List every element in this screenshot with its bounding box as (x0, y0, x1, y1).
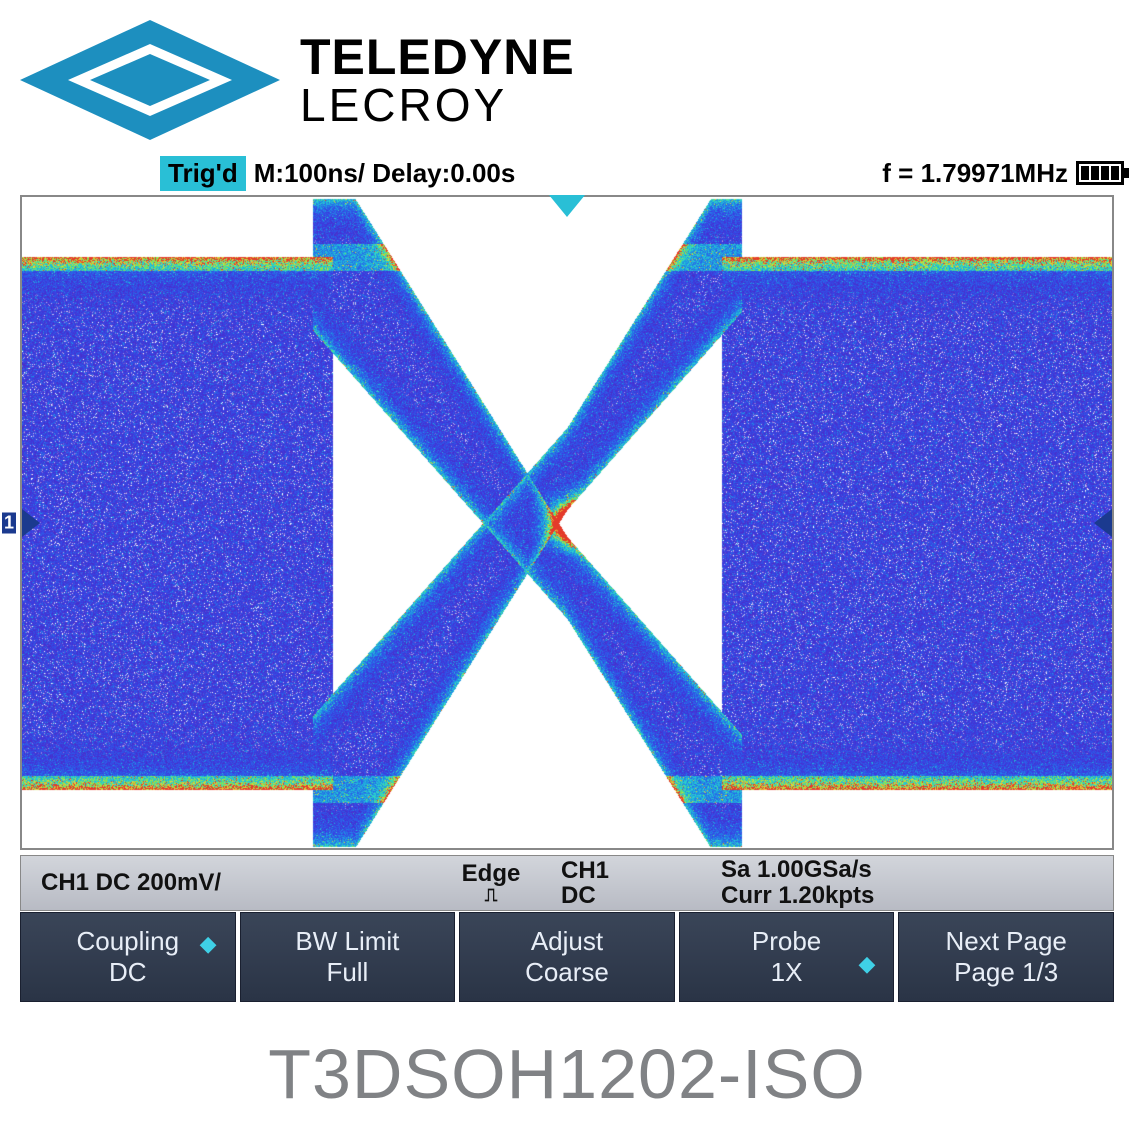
trigger-source: CH1 DC (561, 858, 681, 908)
scope-top-bar: Trig'd M:100ns/ Delay:0.00s f = 1.79971M… (0, 155, 1134, 191)
menu-probe[interactable]: Probe 1X ◆ (679, 912, 895, 1002)
product-model: T3DSOH1202-ISO (0, 1034, 1134, 1114)
menu-adjust[interactable]: Adjust Coarse (459, 912, 675, 1002)
trigger-level-arrow-icon (1094, 509, 1112, 537)
menu-bw-limit[interactable]: BW Limit Full (240, 912, 456, 1002)
battery-icon (1076, 161, 1124, 185)
teledyne-logo-icon (20, 20, 280, 140)
menu-coupling[interactable]: Coupling DC ◆ (20, 912, 236, 1002)
trigger-status-badge: Trig'd (160, 156, 246, 191)
timebase-readout: M:100ns/ Delay:0.00s (254, 158, 516, 189)
channel-settings: CH1 DC 200mV/ (41, 869, 421, 897)
channel-arrow-icon (22, 509, 40, 537)
channel-ground-marker: 1 (2, 512, 16, 533)
frequency-readout: f = 1.79971MHz (882, 158, 1068, 189)
waveform-display[interactable]: 1 (20, 195, 1114, 850)
edge-icon: ⎍ (485, 886, 498, 904)
persistence-canvas (22, 197, 1112, 848)
trigger-type: Edge ⎍ (421, 862, 561, 904)
brand-logo: TELEDYNE LECROY (20, 20, 575, 140)
status-bar: CH1 DC 200mV/ Edge ⎍ CH1 DC Sa 1.00GSa/s… (20, 855, 1114, 911)
softkey-menu: Coupling DC ◆ BW Limit Full Adjust Coars… (20, 912, 1114, 1002)
menu-next-page[interactable]: Next Page Page 1/3 (898, 912, 1114, 1002)
acquisition-info: Sa 1.00GSa/s Curr 1.20kpts (681, 857, 1093, 910)
trigger-position-marker-icon (549, 195, 585, 217)
adjust-indicator-icon: ◆ (858, 951, 875, 977)
brand-line1: TELEDYNE (300, 32, 575, 82)
adjust-indicator-icon: ◆ (200, 931, 217, 957)
brand-line2: LECROY (300, 82, 575, 128)
